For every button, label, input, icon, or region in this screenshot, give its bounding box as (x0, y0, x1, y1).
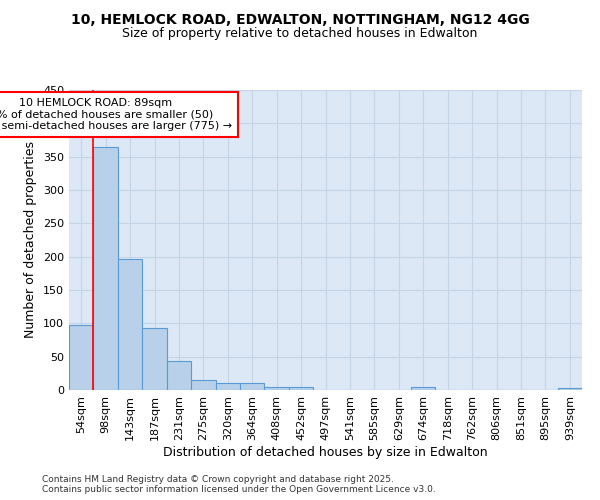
Bar (289, 386, 313, 390)
X-axis label: Distribution of detached houses by size in Edwalton: Distribution of detached houses by size … (163, 446, 488, 458)
Bar (265, 386, 289, 390)
Text: 10, HEMLOCK ROAD, EDWALTON, NOTTINGHAM, NG12 4GG: 10, HEMLOCK ROAD, EDWALTON, NOTTINGHAM, … (71, 12, 529, 26)
Y-axis label: Number of detached properties: Number of detached properties (25, 142, 37, 338)
Bar (215, 384, 240, 390)
Bar (118, 260, 142, 390)
Bar (69, 326, 94, 390)
Text: Contains HM Land Registry data © Crown copyright and database right 2025.
Contai: Contains HM Land Registry data © Crown c… (42, 474, 436, 494)
Bar (557, 388, 582, 390)
Bar (240, 384, 265, 390)
Bar (191, 380, 215, 390)
Text: 10 HEMLOCK ROAD: 89sqm
← 6% of detached houses are smaller (50)
92% of semi-deta: 10 HEMLOCK ROAD: 89sqm ← 6% of detached … (0, 98, 232, 131)
Bar (142, 328, 167, 390)
Text: Size of property relative to detached houses in Edwalton: Size of property relative to detached ho… (122, 28, 478, 40)
Bar (411, 386, 436, 390)
Bar (94, 146, 118, 390)
Bar (167, 360, 191, 390)
